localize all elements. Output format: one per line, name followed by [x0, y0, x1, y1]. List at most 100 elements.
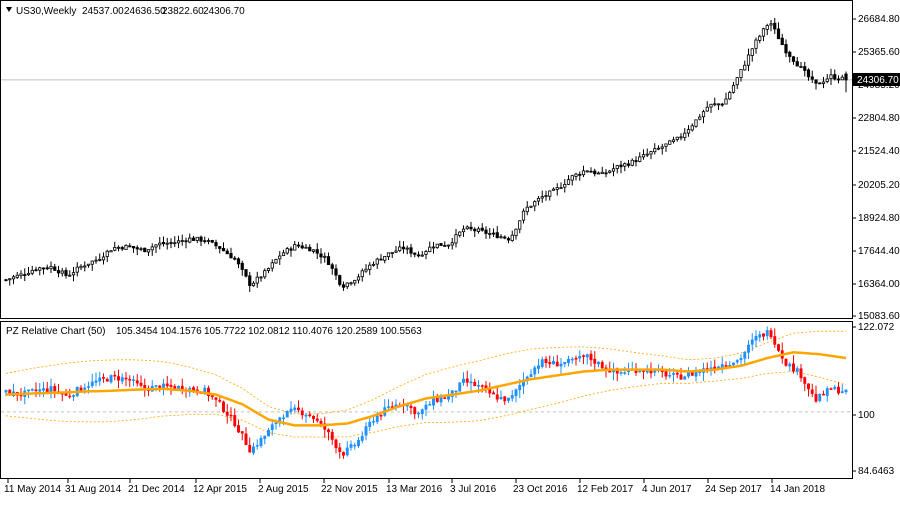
- candle-body: [521, 210, 526, 221]
- indicator-pane-frame: [0, 321, 853, 479]
- ohlc-close: 24306.70: [203, 6, 245, 17]
- candle-body: [319, 253, 323, 258]
- candle-body: [687, 372, 690, 377]
- indicator-value-3: 105.7722: [204, 326, 246, 337]
- candle-body: [327, 429, 330, 433]
- candle-body: [424, 404, 428, 410]
- candle-body: [255, 276, 259, 284]
- candle-body: [180, 240, 184, 242]
- candle-body: [304, 414, 308, 417]
- candle-body: [469, 381, 473, 384]
- candle-body: [739, 358, 743, 361]
- candle-body: [458, 231, 462, 236]
- time-tick: 21 Dec 2014: [128, 484, 185, 495]
- candle-body: [38, 267, 42, 271]
- candle-body: [79, 265, 83, 269]
- candle-body: [266, 268, 271, 271]
- candle-body: [840, 76, 844, 81]
- candle-body: [593, 358, 597, 364]
- indicator-value-2: 104.1576: [160, 326, 202, 337]
- candle-body: [424, 251, 428, 255]
- candle-body: [660, 146, 664, 149]
- candle-body: [623, 372, 627, 374]
- candle-body: [506, 238, 511, 241]
- candle-body: [26, 272, 31, 276]
- candle-body: [536, 197, 541, 202]
- candle-body: [656, 147, 661, 150]
- candle-body: [45, 388, 49, 392]
- candle-body: [237, 425, 240, 433]
- candle-body: [600, 361, 604, 369]
- candle-body: [799, 368, 803, 379]
- candle-body: [664, 143, 668, 147]
- candle-body: [840, 391, 844, 394]
- ohlc-high: 24636.50: [124, 6, 166, 17]
- candle-body: [450, 242, 454, 246]
- candle-body: [143, 247, 147, 253]
- candle-body: [109, 250, 113, 253]
- candle-body: [825, 388, 829, 397]
- candle-body: [233, 415, 237, 427]
- time-tick: 3 Jul 2016: [450, 484, 497, 495]
- candle-body: [169, 242, 173, 244]
- candle-body: [405, 247, 409, 250]
- candle-body: [807, 383, 810, 390]
- candle-body: [690, 372, 694, 376]
- candle-body: [611, 168, 616, 172]
- candle-body: [124, 244, 128, 250]
- candle-body: [218, 246, 222, 249]
- candle-body: [368, 264, 372, 270]
- candle-body: [105, 250, 109, 257]
- candle-body: [236, 258, 241, 265]
- candle-body: [510, 395, 514, 399]
- candle-body: [41, 267, 46, 270]
- candle-body: [383, 256, 387, 261]
- candle-body: [161, 242, 166, 245]
- candle-body: [829, 74, 833, 80]
- candle-body: [664, 371, 668, 377]
- indicator-axis[interactable]: 122.072 100 84.6463: [853, 322, 895, 477]
- candle-body: [68, 395, 72, 398]
- candle-body: [30, 389, 34, 391]
- candle-body: [53, 266, 57, 271]
- time-axis[interactable]: 11 May 2014 31 Aug 2014 21 Dec 2014 12 A…: [4, 479, 825, 495]
- indicator-value-1: 105.3454: [116, 326, 158, 337]
- candle-body: [469, 226, 473, 230]
- candle-body: [836, 78, 841, 81]
- price-tick: 26684.80: [858, 14, 900, 25]
- candle-body: [428, 246, 432, 253]
- candle-body: [199, 236, 203, 242]
- candle-body: [116, 246, 121, 249]
- candle-body: [679, 136, 683, 139]
- candle-body: [465, 226, 469, 230]
- price-axis[interactable]: 26684.80 25365.60 24085.20 22804.80 2152…: [853, 14, 900, 322]
- candle-body: [518, 385, 522, 391]
- candle-body: [390, 406, 394, 408]
- dropdown-arrow-icon[interactable]: [6, 7, 12, 12]
- candle-body: [758, 35, 762, 41]
- current-price-tag: 24306.70: [853, 73, 900, 86]
- candle-body: [544, 195, 548, 197]
- price-candles: [4, 17, 848, 292]
- candle-body: [139, 382, 143, 386]
- candle-body: [758, 334, 762, 338]
- candle-body: [484, 229, 488, 234]
- candle-body: [791, 56, 796, 62]
- candle-body: [293, 407, 297, 411]
- candle-body: [30, 269, 34, 274]
- candle-body: [551, 188, 556, 191]
- candle-body: [698, 116, 702, 120]
- candle-body: [177, 386, 180, 389]
- candle-body: [581, 170, 586, 176]
- candle-body: [248, 444, 252, 453]
- candle-body: [705, 106, 709, 112]
- candle-body: [626, 163, 631, 166]
- symbol-label: US30,Weekly: [16, 6, 76, 17]
- indicator-moving-average: [5, 351, 847, 427]
- candle-body: [439, 397, 443, 403]
- candle-body: [773, 336, 777, 345]
- candle-body: [349, 444, 353, 448]
- candle-body: [552, 360, 555, 365]
